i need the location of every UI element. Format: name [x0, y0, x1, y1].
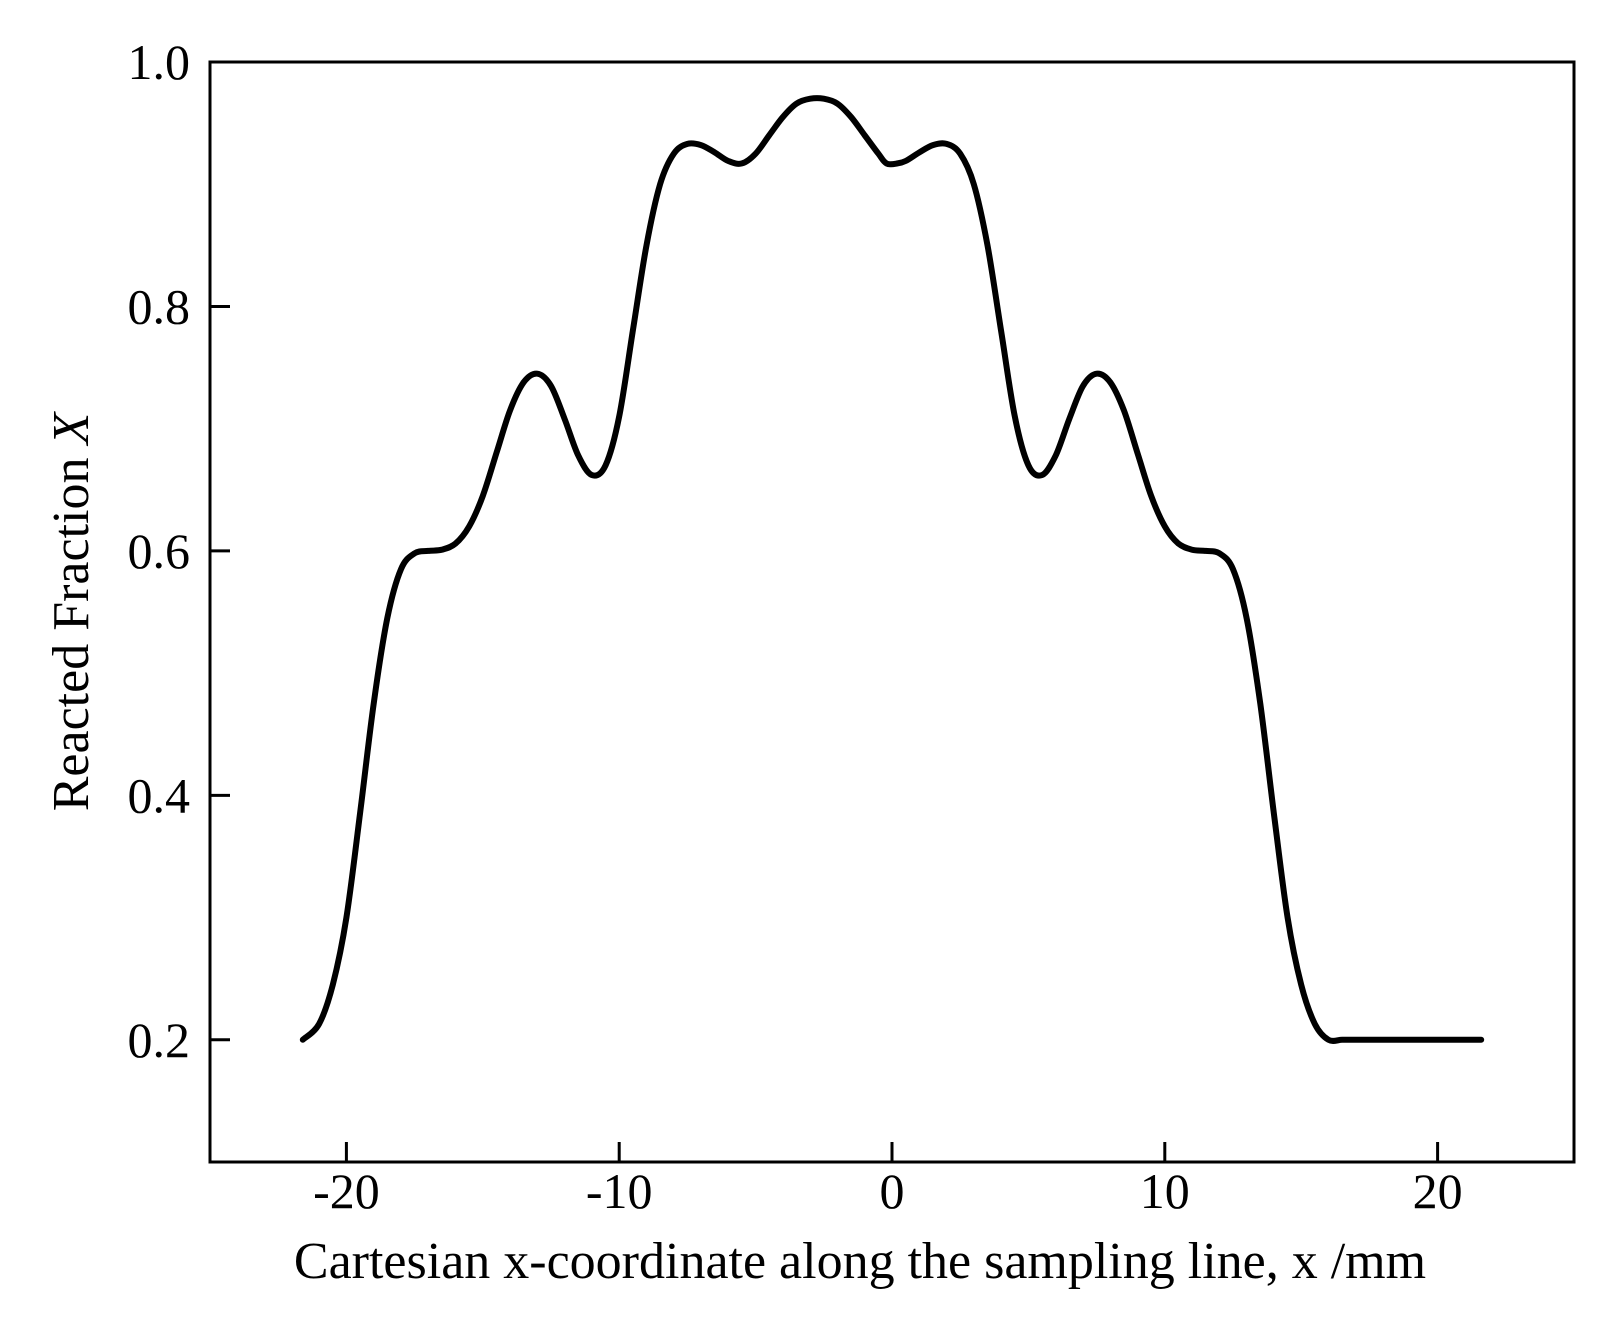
- y-tick-label: 0.4: [128, 767, 191, 823]
- y-axis-label: Reacted Fraction X: [43, 411, 100, 812]
- y-tick-label: 0.6: [128, 523, 191, 579]
- series-line: [299, 95, 1485, 1044]
- x-tick-label: 10: [1140, 1163, 1190, 1219]
- x-tick-label: 20: [1413, 1163, 1463, 1219]
- x-axis-label: Cartesian x-coordinate along the samplin…: [294, 1233, 1426, 1290]
- x-tick-label: -10: [586, 1163, 653, 1219]
- x-axis-ticks: -20 -10 0 10 20: [313, 1142, 1463, 1219]
- y-axis-ticks: 0.2 0.4 0.6 0.8 1.0: [128, 34, 230, 1068]
- plot-frame: [208, 60, 1576, 1164]
- x-tick-label: -20: [313, 1163, 380, 1219]
- y-axis-label-text: Reacted Fraction: [43, 445, 100, 812]
- y-tick-label: 0.2: [128, 1012, 191, 1068]
- y-tick-label: 0.8: [128, 278, 191, 334]
- y-axis-label-symbol: X: [43, 411, 100, 447]
- x-tick-label: 0: [880, 1163, 905, 1219]
- y-tick-label: 1.0: [128, 34, 191, 90]
